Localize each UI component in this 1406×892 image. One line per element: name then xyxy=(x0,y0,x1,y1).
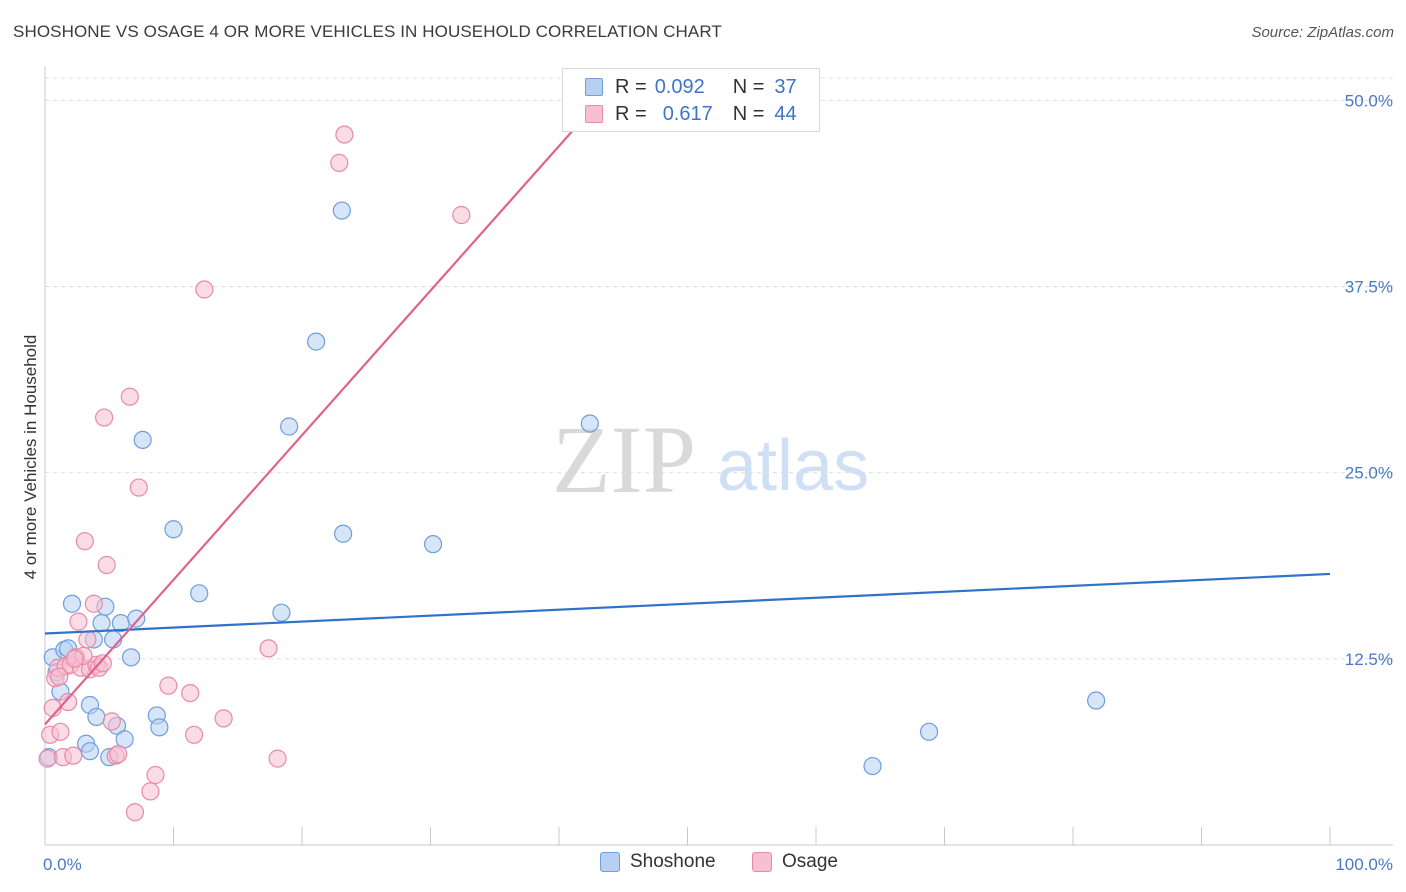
trend-lines xyxy=(44,130,1331,726)
legend-label-shoshone: Shoshone xyxy=(630,851,716,872)
y-tick-label: 37.5% xyxy=(1345,278,1393,297)
shoshone-point xyxy=(87,707,106,727)
legend-item-shoshone[interactable]: Shoshone xyxy=(600,851,716,873)
legend-n-label: N = xyxy=(732,102,765,125)
y-tick-label: 12.5% xyxy=(1345,650,1393,669)
shoshone-point xyxy=(127,609,146,628)
y-axis-title: 4 or more Vehicles in Household xyxy=(21,335,40,580)
legend-n-label: N = xyxy=(732,75,765,98)
osage-point xyxy=(75,532,94,551)
tick-labels: 12.5% 25.0% 37.5% 50.0% 0.0% 100.0% xyxy=(43,91,1393,874)
shoshone-point xyxy=(863,756,882,776)
osage-point xyxy=(268,749,287,768)
legend-r-value: 0.092 xyxy=(654,75,705,98)
legend-r-label: R = xyxy=(615,102,647,125)
osage-point xyxy=(335,125,354,144)
shoshone-swatch xyxy=(585,78,603,96)
osage-point xyxy=(109,745,128,764)
osage-point xyxy=(65,649,84,668)
shoshone-point xyxy=(334,524,353,543)
osage-point xyxy=(159,676,178,695)
watermark-zip: ZIP xyxy=(552,406,696,513)
chart-title: SHOSHONE VS OSAGE 4 OR MORE VEHICLES IN … xyxy=(13,22,722,41)
legend-row-osage: R = 0.617 N = 44 xyxy=(585,102,797,126)
osage-point xyxy=(214,709,233,728)
osage-point xyxy=(78,630,97,649)
axes xyxy=(44,66,1393,846)
y-tick-label: 25.0% xyxy=(1345,464,1393,483)
osage-point xyxy=(141,782,160,801)
osage-point xyxy=(38,749,57,768)
osage-point xyxy=(120,387,139,406)
legend-item-osage[interactable]: Osage xyxy=(752,851,838,873)
shoshone-point xyxy=(150,718,169,737)
osage-point xyxy=(125,803,145,822)
osage-point xyxy=(146,765,165,785)
osage-point xyxy=(50,667,69,686)
source-credit: Source: ZipAtlas.com xyxy=(1251,24,1394,41)
series-osage-points xyxy=(38,125,471,822)
series-legend: Shoshone Osage xyxy=(0,851,1406,877)
osage-point xyxy=(95,408,114,427)
osage-point xyxy=(452,205,471,225)
grid-lines xyxy=(45,77,1393,660)
legend-r-label: R = xyxy=(615,75,647,98)
shoshone-point xyxy=(133,430,152,450)
osage-point xyxy=(69,612,88,631)
shoshone-point xyxy=(423,535,443,554)
shoshone-point xyxy=(62,594,82,613)
shoshone-point xyxy=(80,742,100,761)
shoshone-point xyxy=(272,603,291,622)
legend-n-value: 44 xyxy=(774,102,797,125)
legend-row-shoshone: R = 0.092 N = 37 xyxy=(585,75,797,99)
x-tick-label: 100.0% xyxy=(1335,855,1393,874)
shoshone-point xyxy=(280,417,299,436)
shoshone-point xyxy=(307,332,326,351)
osage-point xyxy=(184,725,204,744)
osage-point xyxy=(51,722,70,741)
osage-point xyxy=(64,746,83,765)
shoshone-point xyxy=(919,722,939,741)
shoshone-legend-swatch xyxy=(600,852,620,872)
legend-label-osage: Osage xyxy=(782,851,838,872)
watermark-atlas: atlas xyxy=(717,426,869,506)
osage-point xyxy=(129,478,148,497)
osage-legend-swatch xyxy=(752,852,772,872)
correlation-legend: R = 0.092 N = 37 R = 0.617 N = 44 xyxy=(562,68,820,132)
watermark: ZIP atlas xyxy=(552,406,869,513)
osage-trend-line xyxy=(44,130,573,726)
osage-point xyxy=(330,153,349,172)
osage-point xyxy=(97,555,116,575)
legend-n-value: 37 xyxy=(774,75,797,98)
shoshone-point xyxy=(332,201,351,220)
osage-point xyxy=(195,280,214,299)
shoshone-point xyxy=(1087,691,1106,710)
shoshone-point xyxy=(190,584,209,603)
osage-swatch xyxy=(585,105,603,123)
shoshone-point xyxy=(121,648,141,667)
osage-point xyxy=(181,683,200,703)
shoshone-point xyxy=(164,520,183,539)
y-tick-label: 50.0% xyxy=(1345,91,1393,110)
shoshone-point xyxy=(92,613,111,633)
shoshone-trend-line xyxy=(44,572,1331,635)
osage-point xyxy=(259,639,278,658)
x-tick-label: 0.0% xyxy=(43,855,82,874)
osage-point xyxy=(102,712,121,731)
osage-point xyxy=(59,692,78,712)
osage-point xyxy=(93,654,112,673)
shoshone-point xyxy=(580,414,599,433)
legend-r-value: 0.617 xyxy=(662,102,713,125)
osage-point xyxy=(84,594,103,613)
